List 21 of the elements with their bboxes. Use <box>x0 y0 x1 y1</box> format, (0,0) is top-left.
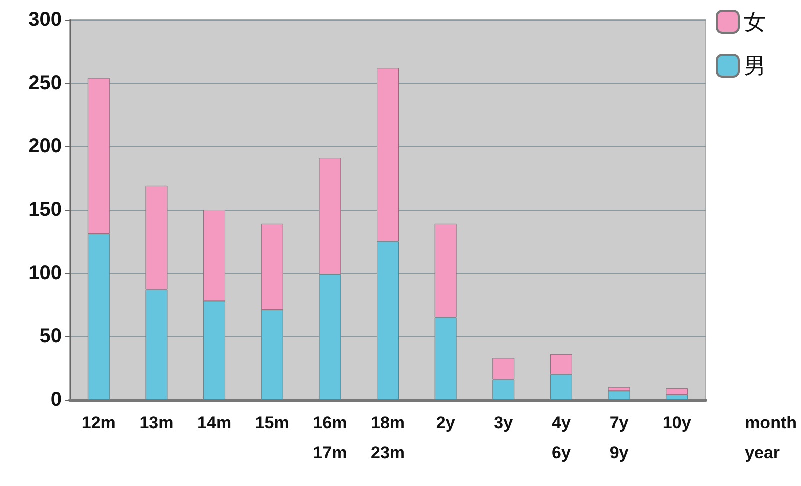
x-tick-label: 4y 6y <box>552 414 572 462</box>
x-tick-label: 13m <box>140 414 174 432</box>
x-tick-label: 12m <box>82 414 116 432</box>
legend-label: 女 <box>744 10 766 34</box>
y-tick-label: 50 <box>40 326 62 348</box>
y-tick-label: 0 <box>50 389 62 411</box>
x-axis-title: month year <box>745 414 798 462</box>
x-tick-label: 7y 9y <box>610 414 630 462</box>
y-tick-label: 250 <box>28 72 62 94</box>
x-tick-label: 2y <box>436 414 456 432</box>
y-tick-label: 300 <box>28 9 62 31</box>
x-tick-label: 18m 23m <box>370 414 406 462</box>
x-tick-label: 14m <box>198 414 232 432</box>
y-tick-label: 100 <box>28 262 62 284</box>
x-tick-label: 16m 17m <box>313 414 348 462</box>
legend-label: 男 <box>744 54 766 78</box>
x-tick-label: 15m <box>255 414 290 432</box>
x-tick-label: 10y <box>662 414 692 432</box>
y-tick-label: 150 <box>28 199 62 221</box>
x-tick-label: 3y <box>494 414 514 432</box>
y-tick-label: 200 <box>28 136 62 158</box>
